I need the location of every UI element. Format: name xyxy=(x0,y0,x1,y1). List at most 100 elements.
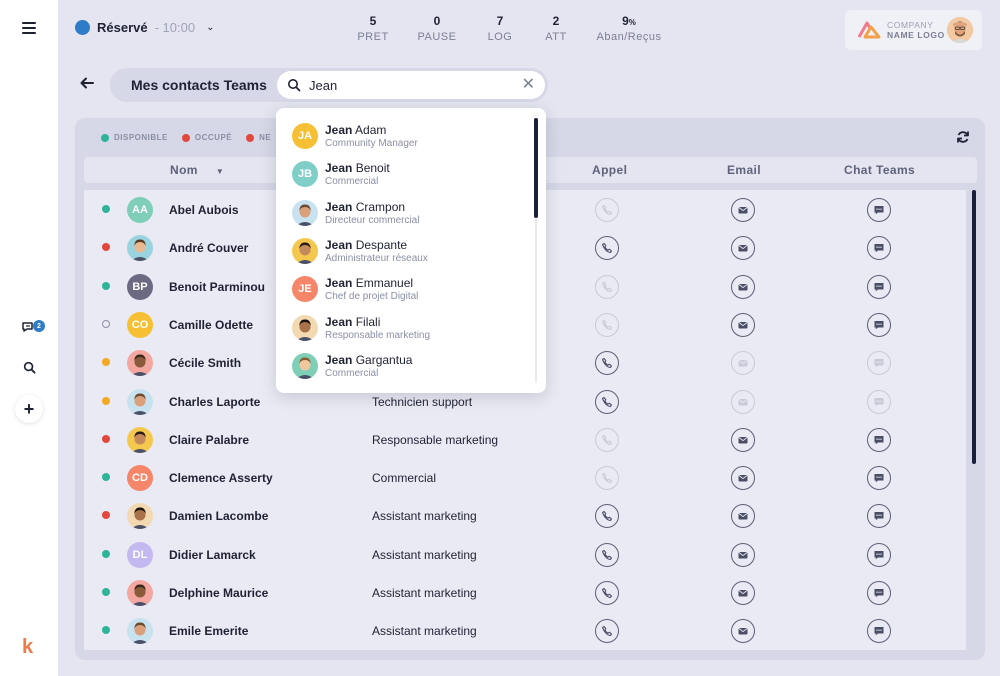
table-row[interactable]: Damien Lacombe Assistant marketing xyxy=(84,496,966,534)
chat-icon xyxy=(873,625,885,637)
call-button[interactable] xyxy=(595,389,619,414)
suggestion-first-name: Jean xyxy=(325,237,353,252)
suggestion-item[interactable]: JA Jean Adam Community Manager xyxy=(292,120,522,152)
email-button[interactable] xyxy=(731,619,755,644)
call-button[interactable] xyxy=(595,312,619,337)
email-button[interactable] xyxy=(731,542,755,567)
phone-icon xyxy=(601,587,613,599)
contact-name: Delphine Maurice xyxy=(169,586,269,600)
phone-icon xyxy=(601,434,613,446)
suggestion-last-name: Emmanuel xyxy=(355,276,414,291)
call-button[interactable] xyxy=(595,504,619,529)
chevron-down-icon: ⌄ xyxy=(206,22,215,33)
table-row[interactable]: Claire Palabre Responsable marketing xyxy=(84,420,966,458)
presence-status-dot xyxy=(102,511,110,520)
call-button[interactable] xyxy=(595,466,619,491)
suggestion-item[interactable]: Jean Crampon Directeur commercial xyxy=(292,197,522,229)
email-button[interactable] xyxy=(731,504,755,529)
chat-button[interactable] xyxy=(867,389,891,414)
chat-button[interactable] xyxy=(867,274,891,299)
table-row[interactable]: BP Benoit Parminou xyxy=(84,267,966,305)
add-button[interactable]: + xyxy=(15,395,43,423)
email-button[interactable] xyxy=(731,466,755,491)
mail-icon xyxy=(737,510,749,522)
column-name[interactable]: Nom ▼ xyxy=(170,163,225,177)
chat-button[interactable] xyxy=(867,504,891,529)
avatar xyxy=(127,426,153,453)
stat-label: Aban/Reçus xyxy=(596,31,662,43)
chat-button[interactable] xyxy=(867,466,891,491)
email-button[interactable] xyxy=(731,581,755,605)
call-button[interactable] xyxy=(595,236,619,261)
contact-role: Assistant marketing xyxy=(372,547,477,562)
table-row[interactable]: Delphine Maurice Assistant marketing xyxy=(84,573,966,611)
suggestion-role: Community Manager xyxy=(325,138,418,149)
call-button[interactable] xyxy=(595,581,619,605)
table-row[interactable]: Emile Emerite Assistant marketing xyxy=(84,611,966,649)
stat-label: LOG xyxy=(487,31,513,43)
mail-icon xyxy=(737,434,749,446)
suggestion-role: Commercial xyxy=(325,176,379,188)
chat-button[interactable] xyxy=(867,312,891,337)
suggestion-item[interactable]: Jean Despante Administrateur réseaux xyxy=(292,235,522,267)
user-avatar[interactable] xyxy=(947,17,973,43)
suggestion-name: Jean Despante xyxy=(325,238,407,252)
avatar xyxy=(127,618,153,645)
chat-button[interactable] xyxy=(867,542,891,567)
email-button[interactable] xyxy=(731,274,755,299)
search-icon[interactable] xyxy=(17,355,41,379)
suggestion-last-name: Benoit xyxy=(355,161,390,176)
stat-pause: 0 PAUSE xyxy=(397,14,477,43)
call-button[interactable] xyxy=(595,427,619,452)
chat-button[interactable] xyxy=(867,427,891,452)
suggestion-item[interactable]: JB Jean Benoit Commercial xyxy=(292,158,522,190)
clear-icon[interactable]: ✕ xyxy=(521,76,535,93)
table-row[interactable]: Charles Laporte Technicien support xyxy=(84,382,966,420)
call-button[interactable] xyxy=(595,351,619,376)
email-button[interactable] xyxy=(731,236,755,261)
column-call: Appel xyxy=(592,163,628,177)
menu-icon[interactable] xyxy=(22,22,36,34)
avatar: JA xyxy=(292,123,318,149)
table-row[interactable]: André Couver xyxy=(84,228,966,266)
chat-button[interactable] xyxy=(867,351,891,376)
suggestion-first-name: Jean xyxy=(325,276,353,291)
table-row[interactable]: Cécile Smith xyxy=(84,343,966,381)
call-button[interactable] xyxy=(595,619,619,644)
refresh-icon[interactable] xyxy=(956,130,970,144)
presence-status-dot xyxy=(102,358,110,367)
email-button[interactable] xyxy=(731,389,755,414)
chat-icon[interactable]: 2 xyxy=(17,316,45,340)
table-row[interactable]: AA Abel Aubois xyxy=(84,190,966,228)
email-button[interactable] xyxy=(731,427,755,452)
chat-button[interactable] xyxy=(867,198,891,222)
chat-button[interactable] xyxy=(867,619,891,644)
call-button[interactable] xyxy=(595,542,619,567)
search-input[interactable] xyxy=(309,77,509,93)
email-button[interactable] xyxy=(731,198,755,222)
avatar: DL xyxy=(127,541,153,568)
suggestion-name: Jean Emmanuel xyxy=(325,276,413,290)
suggestion-item[interactable]: JE Jean Emmanuel Chef de projet Digital xyxy=(292,273,522,305)
suggestion-role: Responsable marketing xyxy=(325,329,431,341)
call-button[interactable] xyxy=(595,274,619,299)
table-row[interactable]: DL Didier Lamarck Assistant marketing xyxy=(84,535,966,573)
table-row[interactable]: CO Camille Odette xyxy=(84,305,966,343)
suggestions-scrollbar[interactable] xyxy=(534,118,538,218)
chat-button[interactable] xyxy=(867,236,891,261)
presence-selector[interactable]: Réservé - 10:00 ⌄ xyxy=(75,20,214,35)
suggestion-item[interactable]: Jean Filali Responsable marketing xyxy=(292,312,522,344)
phone-icon xyxy=(601,472,613,484)
suggestion-role: Directeur commercial xyxy=(325,214,420,226)
contact-role: Technicien support xyxy=(372,394,473,409)
back-arrow-icon[interactable] xyxy=(80,76,94,94)
table-row[interactable]: CD Clemence Asserty Commercial xyxy=(84,458,966,496)
call-button[interactable] xyxy=(595,198,619,222)
table-scrollbar[interactable] xyxy=(972,190,976,464)
email-button[interactable] xyxy=(731,312,755,337)
stat-att: 2 ATT xyxy=(516,14,596,43)
avatar xyxy=(292,352,318,379)
email-button[interactable] xyxy=(731,351,755,376)
suggestion-item[interactable]: Jean Gargantua Commercial xyxy=(292,350,522,382)
chat-button[interactable] xyxy=(867,581,891,605)
